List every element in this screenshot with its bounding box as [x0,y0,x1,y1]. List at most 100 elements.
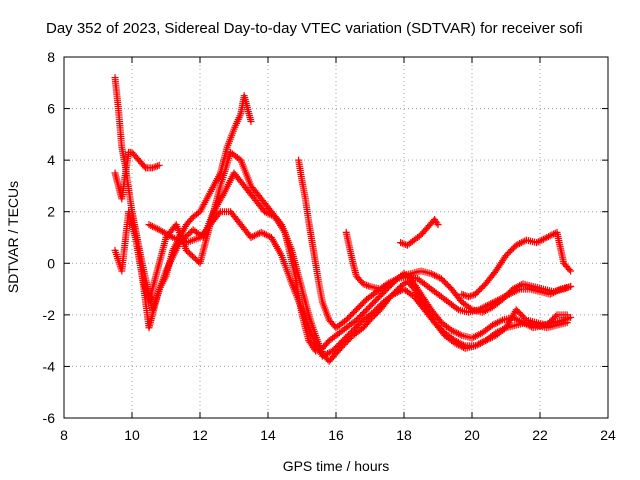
data-point [488,333,496,341]
data-point [458,340,466,348]
x-tick-label: 18 [396,427,412,443]
y-tick-label: 4 [47,152,55,168]
series-track-h [397,215,442,249]
data-point [364,282,372,290]
data-point [393,289,401,297]
data-point [150,223,158,231]
data-points [111,74,575,365]
data-point [449,327,457,335]
data-point [562,284,569,292]
data-point [454,338,462,346]
data-point [526,322,534,330]
data-point [380,283,388,291]
data-point [448,326,456,334]
x-tick-label: 8 [60,427,68,443]
data-point [471,332,479,340]
data-point [429,270,437,278]
data-point [451,328,459,336]
data-point [565,265,573,273]
data-point [482,337,490,345]
data-point [514,240,522,248]
data-point [395,288,403,296]
data-point [563,284,571,292]
data-point [453,304,461,312]
data-point [392,289,399,297]
data-point [322,350,330,358]
data-point [264,209,272,217]
data-point [495,318,503,326]
data-point [552,312,560,320]
data-point [517,239,525,247]
plot-frame [63,56,609,419]
data-point [488,321,496,329]
data-point [397,239,405,247]
data-point [432,272,440,280]
data-point [361,281,369,289]
x-tick-label: 24 [600,427,616,443]
data-point [475,340,483,348]
data-point [516,282,524,290]
data-point [517,318,525,326]
data-point [483,336,491,344]
data-point [470,333,478,341]
data-point [257,228,265,236]
data-point [390,290,398,298]
data-point [261,208,269,216]
data-point [262,231,270,239]
data-point [320,351,328,359]
data-point [458,290,466,298]
data-point [261,230,269,238]
data-point [152,224,160,232]
x-tick-label: 16 [328,427,344,443]
x-axis-label: GPS time / hours [283,458,390,474]
series-track-b [111,148,163,203]
data-point [152,163,160,171]
data-point [545,233,552,241]
data-point [456,331,464,339]
data-point [514,282,522,290]
data-point [325,349,333,357]
data-point [453,329,461,337]
x-tick-label: 14 [260,427,276,443]
x-tick-label: 10 [124,427,140,443]
data-point [148,164,156,172]
data-point [546,232,554,240]
data-point [249,233,257,241]
data-point [485,335,493,343]
data-point [516,317,524,325]
data-point [434,273,442,281]
data-point [264,232,272,240]
data-point [471,342,479,350]
y-tick-label: -2 [43,307,56,323]
data-point [475,331,483,339]
series-track-d [128,169,575,355]
data-point [324,350,331,358]
data-point [487,334,495,342]
data-point [259,229,267,237]
data-point [543,234,551,241]
data-point [565,283,573,291]
data-point [154,162,161,170]
chart-title: Day 352 of 2023, Sidereal Day-to-day VTE… [46,20,583,37]
data-point [473,341,481,349]
data-point [155,161,163,169]
data-point [451,337,459,345]
x-tick-label: 22 [532,427,548,443]
data-point [247,117,255,125]
data-point [485,305,493,313]
data-point [478,338,486,346]
data-point [511,284,518,292]
data-point [252,231,260,239]
series-track-a [111,74,255,332]
data-point [473,331,481,339]
data-point [541,234,549,242]
y-axis-label: SDTVAR / TECUs [5,181,21,293]
grid-lines [64,57,608,418]
data-point [519,238,527,246]
y-tick-label: 8 [47,49,55,65]
data-point [434,221,442,229]
data-point [381,282,389,290]
data-point [433,219,441,227]
